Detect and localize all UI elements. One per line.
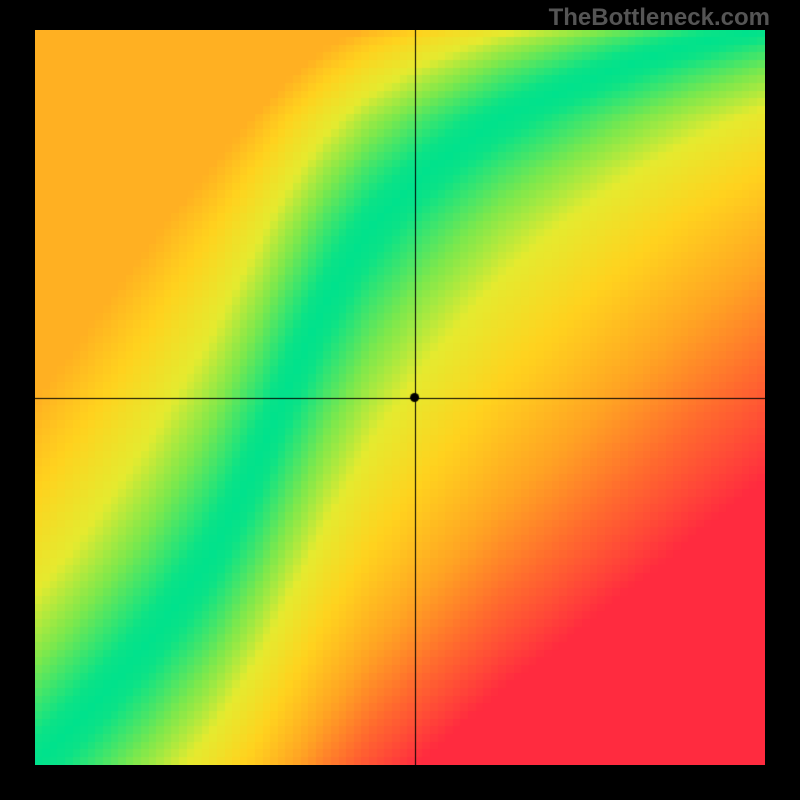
watermark-text: TheBottleneck.com bbox=[549, 4, 770, 32]
bottleneck-heatmap bbox=[35, 30, 765, 765]
chart-container: TheBottleneck.com bbox=[0, 0, 800, 800]
